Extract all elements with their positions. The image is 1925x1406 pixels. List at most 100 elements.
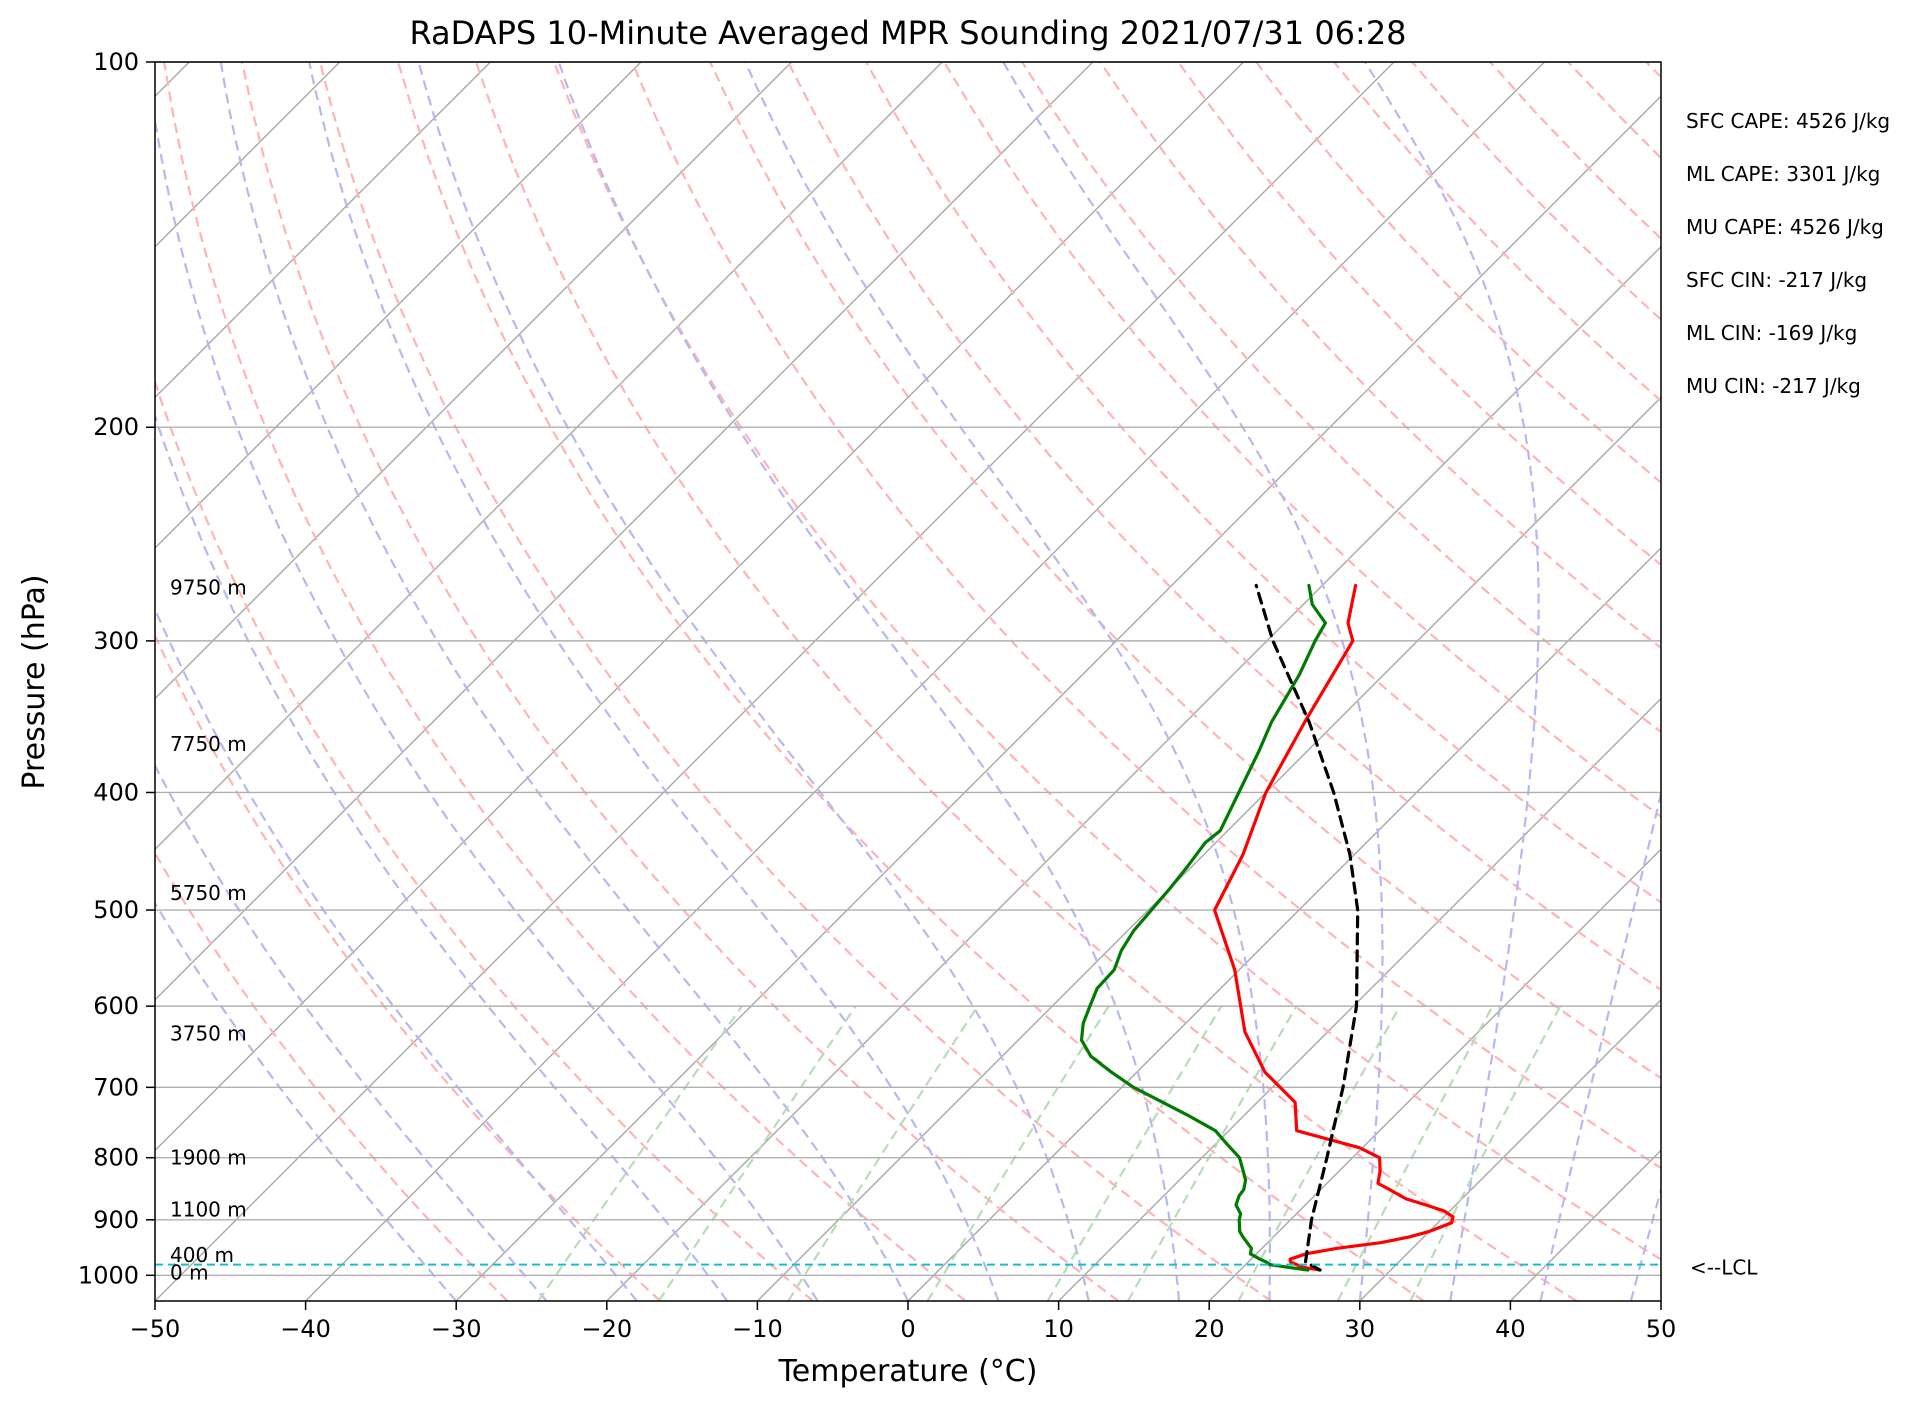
isotherm-line <box>907 547 1661 1301</box>
mixing-ratio-line <box>1046 1005 1223 1301</box>
dry-adiabat-line <box>1489 62 1661 241</box>
index-entry: SFC CIN: -217 J/kg <box>1686 268 1867 292</box>
temperature-line <box>1213 583 1455 1272</box>
y-tick-label: 500 <box>93 896 139 924</box>
dry-adiabat-line <box>943 62 1661 818</box>
moist-adiabat-line <box>744 62 1271 1301</box>
x-tick-label: 50 <box>1646 1315 1677 1343</box>
x-tick-label: 10 <box>1043 1315 1074 1343</box>
dry-adiabat-line <box>709 62 1661 1080</box>
y-tick-label: 800 <box>93 1144 139 1172</box>
moist-adiabat-line <box>155 412 729 1301</box>
isotherm-line <box>155 62 642 549</box>
x-tick-label: −40 <box>280 1315 331 1343</box>
moist-adiabat-line <box>155 606 638 1301</box>
background-lines <box>155 62 1925 1301</box>
height-label: 5750 m <box>170 881 247 905</box>
index-entry: ML CIN: -169 J/kg <box>1686 321 1857 345</box>
y-axis-label: Pressure (hPa) <box>17 574 52 789</box>
index-entry: MU CIN: -217 J/kg <box>1686 374 1861 398</box>
x-tick-label: 40 <box>1495 1315 1526 1343</box>
isotherm-line <box>155 62 793 700</box>
isotherm-line <box>1208 848 1661 1301</box>
y-tick-label: 300 <box>93 627 139 655</box>
dry-adiabat-line <box>1880 62 1925 1301</box>
index-entry: ML CAPE: 3301 J/kg <box>1686 162 1880 186</box>
moist-adiabat-line <box>155 901 458 1301</box>
x-tick-label: −20 <box>581 1315 632 1343</box>
dry-adiabat-line <box>1177 62 1661 567</box>
dry-adiabat-line <box>475 62 1578 1301</box>
mixing-ratio-line <box>1409 1005 1562 1301</box>
y-tick-label: 200 <box>93 413 139 441</box>
y-tick-label: 100 <box>93 48 139 76</box>
moist-adiabat-line <box>1629 1185 1661 1301</box>
isotherm-line <box>155 62 943 851</box>
isotherm-line <box>305 62 1546 1301</box>
x-tick-label: −30 <box>431 1315 482 1343</box>
moist-adiabat-line <box>1363 62 1540 1301</box>
moist-adiabat-line <box>219 62 909 1301</box>
dry-adiabat-line <box>1567 62 1661 160</box>
moist-adiabat-line <box>557 62 1181 1301</box>
x-tick-label: 30 <box>1345 1315 1376 1343</box>
dry-adiabat-line <box>155 851 509 1301</box>
x-axis-ticks: −50 −40 −30 −20 −10 0 10 20 30 40 50 <box>130 1301 1677 1343</box>
isotherm-line <box>1509 1149 1661 1301</box>
dry-adiabat-line <box>1021 62 1661 734</box>
dry-adiabat-line <box>319 62 1272 1301</box>
y-tick-label: 700 <box>93 1073 139 1101</box>
moist-adiabat-line <box>1002 62 1384 1301</box>
x-tick-label: −10 <box>732 1315 783 1343</box>
dry-adiabat-line <box>787 62 1661 991</box>
moist-adiabat-line <box>417 62 1090 1301</box>
height-label: 7750 m <box>170 732 247 756</box>
sounding-traces <box>155 583 1661 1272</box>
isotherm-line <box>756 396 1661 1301</box>
pressure-gridlines <box>155 61 1661 1276</box>
height-label: 1900 m <box>170 1146 247 1170</box>
lcl-label: <--LCL <box>1690 1256 1758 1280</box>
dry-adiabat-line <box>1411 62 1661 321</box>
index-entry: MU CAPE: 4526 J/kg <box>1686 215 1884 239</box>
index-entry: SFC CAPE: 4526 J/kg <box>1686 109 1890 133</box>
height-label: 400 m <box>170 1243 234 1267</box>
chart-title: RaDAPS 10-Minute Averaged MPR Sounding 2… <box>409 14 1406 52</box>
mixing-ratio-line <box>1127 1005 1298 1301</box>
parcel-line <box>1254 583 1360 1272</box>
isotherm-line <box>1359 998 1661 1301</box>
y-tick-label: 400 <box>93 778 139 806</box>
dry-adiabat-line <box>163 62 967 1301</box>
dewpoint-line <box>1079 583 1327 1272</box>
mixing-ratio-line <box>926 1005 1110 1301</box>
height-label: 0 m <box>170 1261 209 1285</box>
dry-adiabat-line <box>1099 62 1661 650</box>
x-tick-label: 20 <box>1194 1315 1225 1343</box>
dry-adiabat-line <box>631 62 1661 1170</box>
isotherm-line <box>606 245 1661 1301</box>
isotherm-line <box>1812 62 1925 1301</box>
dry-adiabat-line <box>1255 62 1661 484</box>
dry-adiabat-line <box>155 378 814 1301</box>
isotherm-line <box>155 62 1094 1001</box>
height-labels: 9750 m 7750 m 5750 m 3750 m 1900 m 1100 m 400 … <box>170 575 247 1284</box>
instability-indices: SFC CAPE: 4526 J/kg ML CAPE: 3301 J/kg MU … <box>1686 109 1890 398</box>
dry-adiabat-line <box>553 62 1661 1261</box>
isotherm-line <box>455 95 1661 1301</box>
moist-adiabat-line <box>1539 788 1661 1301</box>
mixing-ratio-line <box>657 1005 857 1301</box>
height-label: 1100 m <box>170 1198 247 1222</box>
dry-adiabat-line <box>1645 62 1661 79</box>
x-axis-label: Temperature (°C) <box>778 1354 1038 1389</box>
dry-adiabat-line <box>1333 62 1661 403</box>
dry-adiabat-line <box>1802 62 1925 1301</box>
isotherm-line <box>1660 1300 1661 1301</box>
y-tick-label: 1000 <box>78 1261 139 1289</box>
mixing-ratio-line <box>1237 1005 1401 1301</box>
isotherm-line <box>155 62 1395 1301</box>
dry-adiabat-line <box>155 633 662 1301</box>
y-tick-label: 600 <box>93 992 139 1020</box>
dry-adiabat-line <box>397 62 1425 1301</box>
x-tick-label: 0 <box>900 1315 915 1343</box>
